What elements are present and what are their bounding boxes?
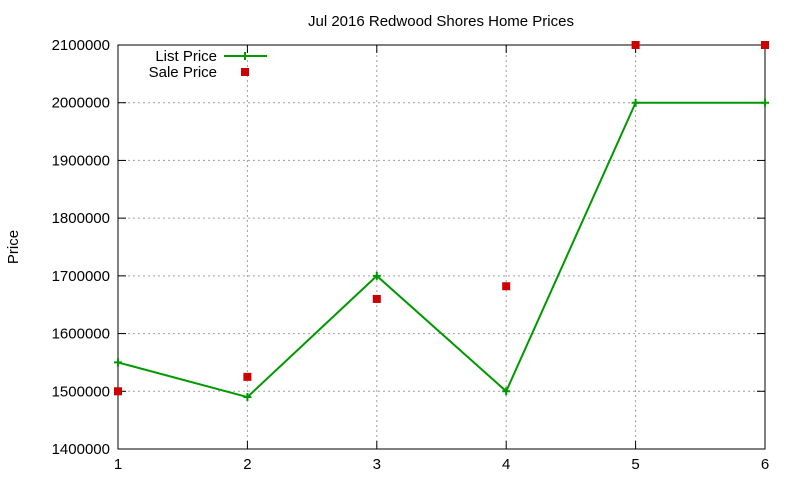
x-tick-label: 4 xyxy=(502,456,510,473)
legend-label: List Price xyxy=(155,48,217,65)
y-tick-label: 1500000 xyxy=(52,383,110,400)
sale-price-point xyxy=(631,41,640,49)
y-tick-label: 2100000 xyxy=(52,37,110,54)
grid-lines xyxy=(118,45,765,449)
plot-frame xyxy=(117,44,766,450)
sale-price-point xyxy=(114,387,122,396)
x-tick-label: 5 xyxy=(631,456,639,473)
y-tick-label: 2000000 xyxy=(52,95,110,112)
y-axis-label: Price xyxy=(5,230,22,264)
legend-swatch-marker xyxy=(241,68,249,76)
chart-title: Jul 2016 Redwood Shores Home Prices xyxy=(308,13,574,30)
x-tick-label: 1 xyxy=(114,456,122,473)
axis-ticks: 1400000 1500000 1600000 1700000 1800000 19000… xyxy=(52,37,770,473)
list-price-point xyxy=(631,98,640,107)
list-price-point xyxy=(502,387,511,396)
list-price-line xyxy=(117,101,765,399)
legend-swatch-marker xyxy=(241,52,249,60)
list-price-point xyxy=(372,271,381,280)
list-price-point xyxy=(761,98,769,107)
y-tick-label: 1900000 xyxy=(52,152,110,169)
x-tick-label: 3 xyxy=(373,456,381,473)
y-tick-label: 1800000 xyxy=(52,210,110,227)
y-tick-label: 1700000 xyxy=(52,268,110,285)
series-layer xyxy=(114,41,769,402)
y-tick-label: 1600000 xyxy=(52,326,110,343)
legend-label: Sale Price xyxy=(149,64,217,81)
sale-price-point xyxy=(243,372,252,381)
x-tick-label: 2 xyxy=(243,456,251,473)
x-tick-label: 6 xyxy=(761,456,769,473)
list-price-point xyxy=(243,393,252,402)
list-price-point xyxy=(114,358,122,367)
sale-price-point xyxy=(761,41,769,49)
sale-price-point xyxy=(502,282,511,291)
sale-price-point xyxy=(372,294,381,303)
y-tick-label: 1400000 xyxy=(52,441,110,458)
